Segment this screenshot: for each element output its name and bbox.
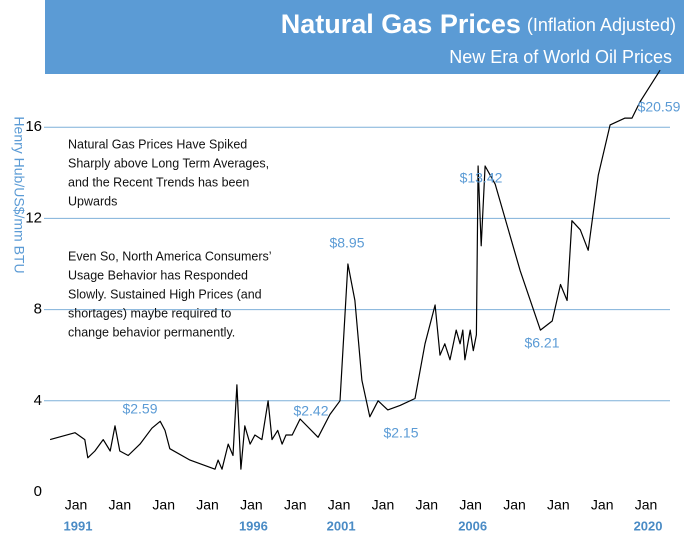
x-tick-label: Jan [416,497,439,513]
note-text: Natural Gas Prices Have Spiked [68,137,247,151]
x-tick-label: Jan [109,497,132,513]
x-tick-label: Jan [372,497,395,513]
price-annotation: $2.15 [383,425,418,441]
price-annotation: $8.95 [329,235,364,251]
price-annotation: $13.42 [460,170,503,186]
note-text: Usage Behavior has Responded [68,268,248,282]
price-line [49,69,661,470]
y-tick-label: 12 [25,209,42,226]
note-text: shortages) maybe required to [68,306,231,320]
x-tick-label: Jan [65,497,88,513]
x-tick-label: Jan [152,497,175,513]
x-tick-label: Jan [547,497,570,513]
note-text: and the Recent Trends has been [68,175,249,189]
y-tick-label: 4 [34,392,42,409]
x-tick-label: Jan [284,497,307,513]
x-tick-label: Jan [591,497,614,513]
x-year-label: 1996 [239,518,268,533]
y-tick-label: 0 [34,483,42,500]
x-tick-label: Jan [503,497,526,513]
price-annotation: $6.21 [524,335,559,351]
x-tick-label: Jan [240,497,263,513]
x-year-label: 2020 [634,518,663,533]
note-text: change behavior permanently. [68,325,235,339]
price-annotation: $2.59 [122,401,157,417]
price-annotation: $2.42 [293,403,328,419]
x-tick-label: Jan [635,497,658,513]
x-tick-label: Jan [459,497,482,513]
price-annotation: $20.59 [638,99,681,115]
note-text: Even So, North America Consumers’ [68,249,272,263]
x-year-label: 1991 [64,518,93,533]
x-tick-label: Jan [196,497,219,513]
y-axis-label: Henry Hub/US$/mm BTU [11,116,27,273]
note-text: Upwards [68,194,117,208]
chart-title-line: Natural Gas Prices (Inflation Adjusted) [281,9,676,39]
x-year-label: 2006 [458,518,487,533]
chart-title-suffix: (Inflation Adjusted) [527,15,676,35]
x-tick-label: Jan [328,497,351,513]
x-year-label: 2001 [327,518,356,533]
header-banner [45,0,684,74]
note-text: Slowly. Sustained High Prices (and [68,287,262,301]
note-text: Sharply above Long Term Averages, [68,156,269,170]
y-tick-label: 16 [25,118,42,135]
y-tick-label: 8 [34,301,42,318]
chart-title: Natural Gas Prices [281,9,521,39]
chart-subtitle: New Era of World Oil Prices [449,47,672,67]
